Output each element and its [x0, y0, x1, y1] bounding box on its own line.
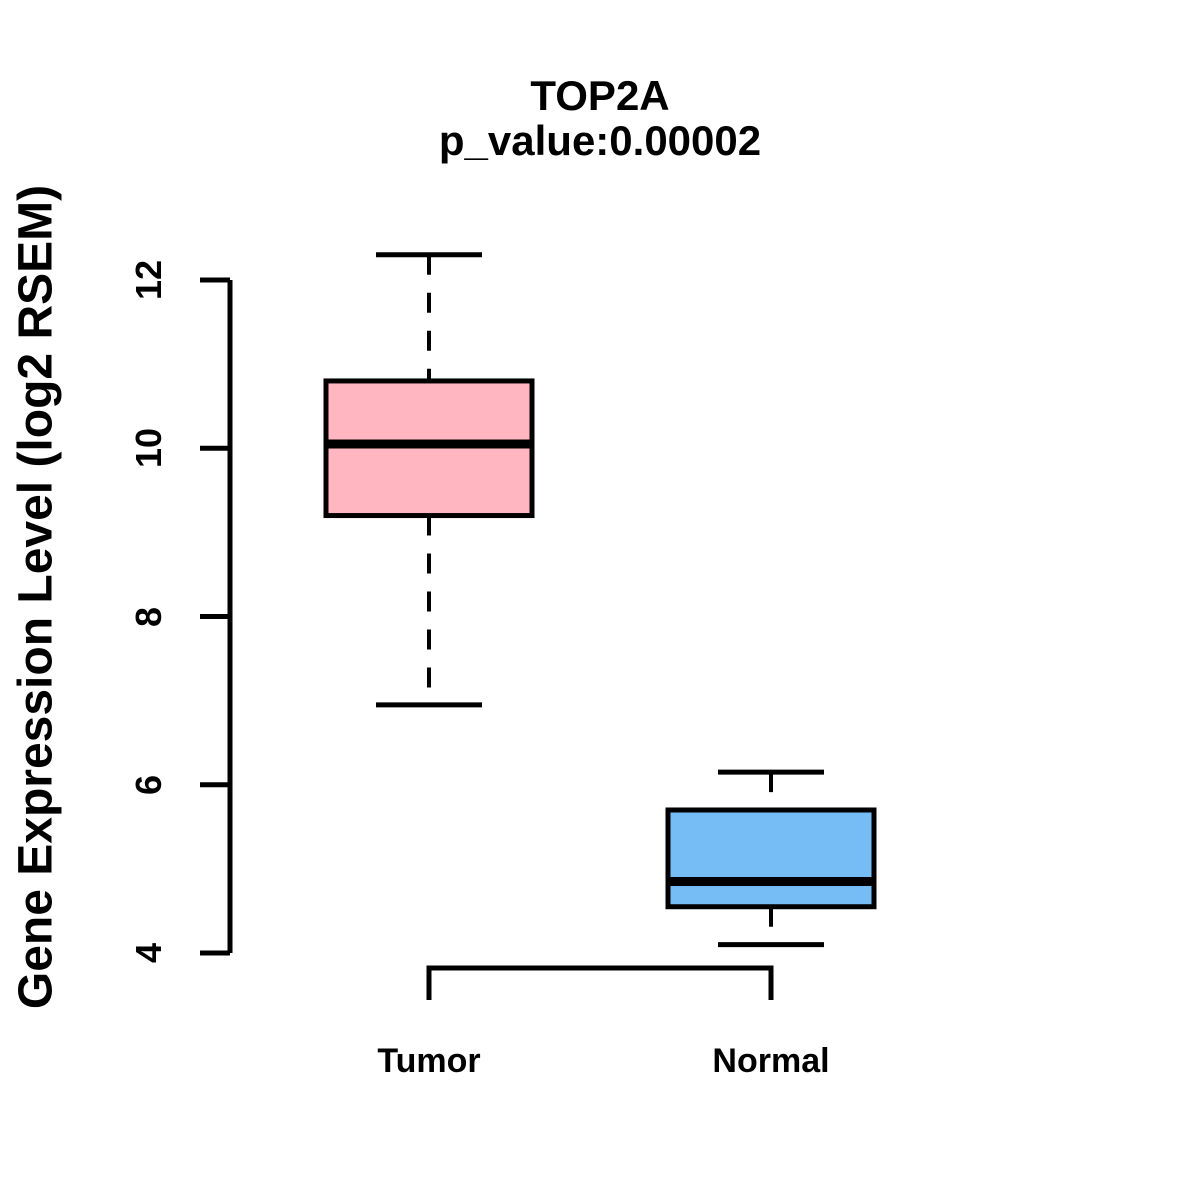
- y-tick-label-4: 4: [128, 942, 169, 964]
- y-axis-title: Gene Expression Level (log2 RSEM): [9, 184, 63, 1010]
- x-category-label-tumor: Tumor: [377, 1042, 481, 1080]
- chart-title: TOP2A: [530, 72, 670, 119]
- normal-box: [665, 807, 877, 910]
- y-tick-label-10: 10: [128, 428, 169, 469]
- y-tick-label-8: 8: [128, 606, 169, 627]
- x-category-label-normal: Normal: [712, 1042, 830, 1080]
- y-tick-label-6: 6: [128, 774, 169, 795]
- y-tick-label-12: 12: [128, 259, 169, 301]
- chart-subtitle: p_value:0.00002: [438, 117, 762, 164]
